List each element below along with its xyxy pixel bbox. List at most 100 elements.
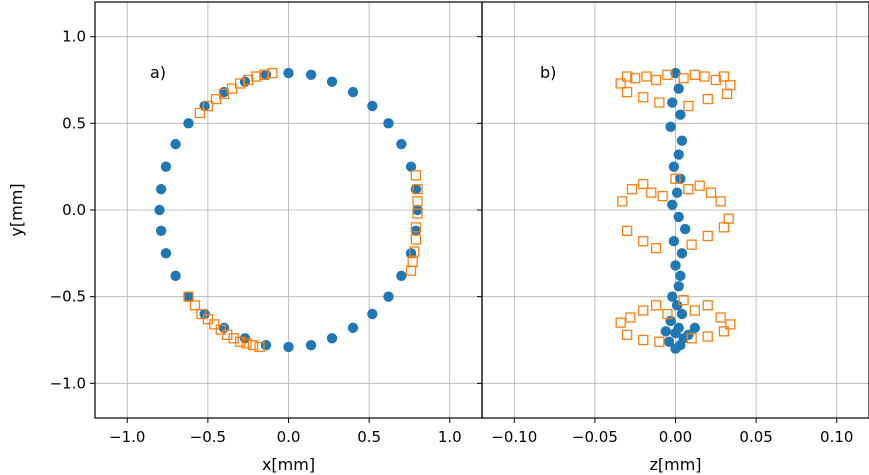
blue-circle-point bbox=[367, 308, 378, 320]
panel-b-x-tick-label: −0.10 bbox=[491, 428, 537, 446]
orange-square-point bbox=[638, 178, 649, 190]
blue-circle-point bbox=[347, 86, 359, 98]
panel-a-y-tick-label: −1.0 bbox=[50, 374, 86, 392]
orange-square-point bbox=[409, 246, 420, 257]
panel-a-y-tick-label: −0.5 bbox=[50, 288, 86, 306]
orange-square-point bbox=[218, 88, 230, 100]
orange-square-point bbox=[718, 71, 730, 82]
blue-circle-point bbox=[260, 69, 272, 81]
orange-square-point bbox=[689, 69, 700, 80]
blue-circle-point bbox=[160, 248, 172, 259]
blue-circle-point bbox=[326, 76, 338, 87]
orange-square-point bbox=[194, 107, 205, 119]
blue-circle-point bbox=[170, 270, 181, 282]
blue-circle-point bbox=[170, 138, 181, 150]
blue-circle-point bbox=[665, 315, 676, 327]
blue-circle-point bbox=[660, 326, 672, 337]
orange-square-point bbox=[412, 184, 423, 195]
blue-circle-point bbox=[367, 100, 378, 112]
orange-square-point bbox=[243, 74, 254, 86]
panel-b-x-tick-label: −0.05 bbox=[572, 428, 618, 446]
panel-b: −0.10 −0.05 0.00 0.05 0.10 b) z[mm] bbox=[477, 1, 869, 474]
blue-circle-point bbox=[326, 333, 338, 344]
orange-square-point bbox=[410, 170, 422, 181]
blue-circle-point bbox=[675, 109, 686, 120]
panel-b-x-tick-label: 0.00 bbox=[659, 428, 692, 446]
panel-b-points bbox=[615, 67, 736, 354]
orange-square-point bbox=[222, 329, 233, 340]
panel-a-label: a) bbox=[150, 63, 166, 82]
orange-square-point bbox=[626, 184, 638, 195]
panel-a-ticks: −1.0 −0.5 0.0 0.5 1.0 −1.0 −0.5 0.0 0.5 1.0 bbox=[50, 28, 462, 446]
orange-square-point bbox=[405, 265, 417, 276]
blue-circle-point bbox=[670, 343, 681, 354]
orange-square-point bbox=[215, 324, 226, 335]
orange-square-point bbox=[209, 319, 220, 330]
orange-square-point bbox=[196, 308, 207, 320]
blue-circle-point bbox=[671, 187, 683, 198]
blue-circle-point bbox=[283, 67, 294, 79]
orange-square-point bbox=[654, 97, 665, 108]
orange-square-point bbox=[638, 236, 649, 247]
blue-circle-point bbox=[668, 161, 680, 172]
blue-circle-point bbox=[663, 336, 675, 347]
orange-square-point bbox=[412, 208, 423, 219]
panel-a-x-tick-label: 0.0 bbox=[277, 428, 301, 446]
blue-circle-point bbox=[155, 184, 167, 195]
blue-circle-point bbox=[154, 204, 165, 216]
panel-a-y-tick-label: 0.0 bbox=[62, 201, 86, 219]
panel-b-x-axis-label: z[mm] bbox=[649, 455, 701, 474]
orange-square-point bbox=[683, 100, 694, 112]
orange-square-point bbox=[689, 305, 700, 316]
orange-square-point bbox=[638, 305, 649, 316]
orange-square-point bbox=[678, 73, 689, 84]
orange-square-point bbox=[621, 86, 633, 98]
orange-square-point bbox=[657, 190, 668, 202]
orange-square-point bbox=[702, 300, 713, 311]
orange-square-point bbox=[625, 312, 636, 323]
orange-square-point bbox=[721, 88, 733, 100]
blue-circle-point bbox=[673, 149, 684, 160]
orange-square-point bbox=[267, 67, 278, 79]
blue-circle-point bbox=[412, 204, 423, 216]
orange-square-point bbox=[630, 73, 641, 84]
panel-a-x-tick-label: −0.5 bbox=[190, 428, 226, 446]
orange-square-point bbox=[662, 69, 673, 80]
orange-square-point bbox=[699, 71, 710, 82]
orange-square-point bbox=[646, 187, 657, 198]
orange-square-point bbox=[686, 333, 697, 344]
orange-square-point bbox=[702, 93, 713, 105]
orange-square-point bbox=[621, 71, 633, 82]
panel-a-points bbox=[154, 67, 423, 353]
orange-square-point bbox=[694, 180, 705, 191]
blue-circle-point bbox=[676, 248, 688, 259]
panel-b-label: b) bbox=[540, 63, 556, 82]
blue-circle-point bbox=[668, 236, 680, 247]
blue-circle-point bbox=[383, 118, 394, 129]
orange-square-point bbox=[410, 234, 422, 245]
panel-a: −1.0 −0.5 0.0 0.5 1.0 −1.0 −0.5 0.0 0.5 1.0 a) x[… bbox=[7, 1, 483, 474]
blue-circle-point bbox=[199, 308, 210, 320]
orange-square-point bbox=[241, 338, 252, 349]
blue-circle-point bbox=[410, 225, 422, 236]
orange-square-point bbox=[247, 340, 259, 351]
orange-square-point bbox=[234, 78, 246, 89]
orange-square-point bbox=[662, 308, 673, 320]
orange-square-point bbox=[189, 300, 201, 311]
blue-circle-point bbox=[347, 322, 359, 334]
blue-circle-point bbox=[679, 223, 691, 235]
panel-a-y-tick-label: 1.0 bbox=[62, 28, 86, 46]
blue-circle-point bbox=[673, 211, 684, 223]
panel-b-x-tick-label: 0.10 bbox=[820, 428, 853, 446]
blue-circle-point bbox=[183, 291, 194, 302]
blue-circle-point bbox=[218, 322, 230, 334]
blue-circle-point bbox=[383, 291, 394, 302]
orange-square-point bbox=[715, 196, 726, 207]
blue-circle-point bbox=[670, 67, 681, 79]
panel-a-x-tick-label: 1.0 bbox=[438, 428, 462, 446]
blue-circle-point bbox=[260, 340, 272, 351]
blue-circle-point bbox=[183, 118, 194, 129]
orange-square-point bbox=[638, 334, 649, 346]
orange-square-point bbox=[702, 331, 713, 342]
